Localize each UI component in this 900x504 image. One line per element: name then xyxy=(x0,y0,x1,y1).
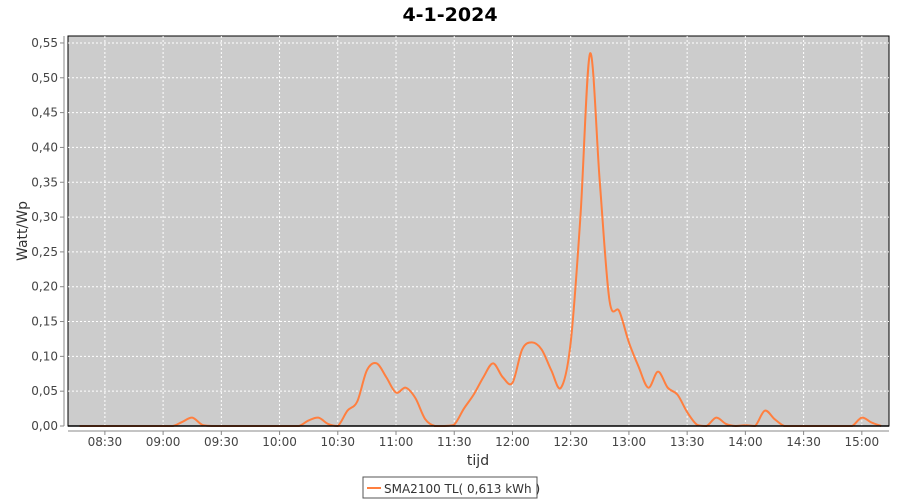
y-axis: 0,00 0,05 0,10 0,15 0,20 0,25 0,30 0,35 0,40 0,45… xyxy=(31,36,65,433)
x-tick-label: 12:30 xyxy=(553,435,588,449)
x-tick-label: 08:30 xyxy=(88,435,123,449)
y-tick-label: 0,25 xyxy=(31,245,58,259)
legend: SMA2100 TL( 0,613 kWh ) xyxy=(362,476,540,499)
y-tick-label: 0,00 xyxy=(31,419,58,433)
y-tick-label: 0,40 xyxy=(31,140,58,154)
x-tick-label: 13:00 xyxy=(612,435,647,449)
y-tick-label: 0,05 xyxy=(31,384,58,398)
legend-box xyxy=(362,476,538,499)
chart-title: 4-1-2024 xyxy=(402,4,497,26)
y-tick-label: 0,45 xyxy=(31,106,58,120)
y-tick-label: 0,20 xyxy=(31,280,58,294)
x-tick-label: 10:00 xyxy=(262,435,297,449)
x-tick-label: 10:30 xyxy=(320,435,355,449)
x-tick-label: 12:00 xyxy=(495,435,530,449)
x-tick-label: 11:00 xyxy=(379,435,414,449)
x-axis-label: tijd xyxy=(467,453,489,469)
legend-label: SMA2100 TL( 0,613 kWh ) xyxy=(384,482,540,496)
x-tick-label: 09:00 xyxy=(146,435,181,449)
grid xyxy=(68,36,889,426)
y-tick-label: 0,30 xyxy=(31,210,58,224)
x-tick-label: 11:30 xyxy=(437,435,472,449)
x-tick-label: 14:30 xyxy=(786,435,821,449)
y-tick-label: 0,55 xyxy=(31,36,58,50)
x-tick-label: 15:00 xyxy=(845,435,880,449)
y-tick-label: 0,15 xyxy=(31,315,58,329)
x-tick-label: 14:00 xyxy=(728,435,763,449)
x-tick-label: 09:30 xyxy=(204,435,239,449)
y-tick-label: 0,50 xyxy=(31,71,58,85)
y-axis-label: Watt/Wp xyxy=(15,201,31,261)
y-tick-label: 0,10 xyxy=(31,349,58,363)
x-tick-label: 13:30 xyxy=(670,435,705,449)
x-axis: 08:30 09:00 09:30 10:00 10:30 11:00 11:30 12:00… xyxy=(68,430,889,449)
plot-area xyxy=(67,35,890,427)
y-tick-label: 0,35 xyxy=(31,175,58,189)
